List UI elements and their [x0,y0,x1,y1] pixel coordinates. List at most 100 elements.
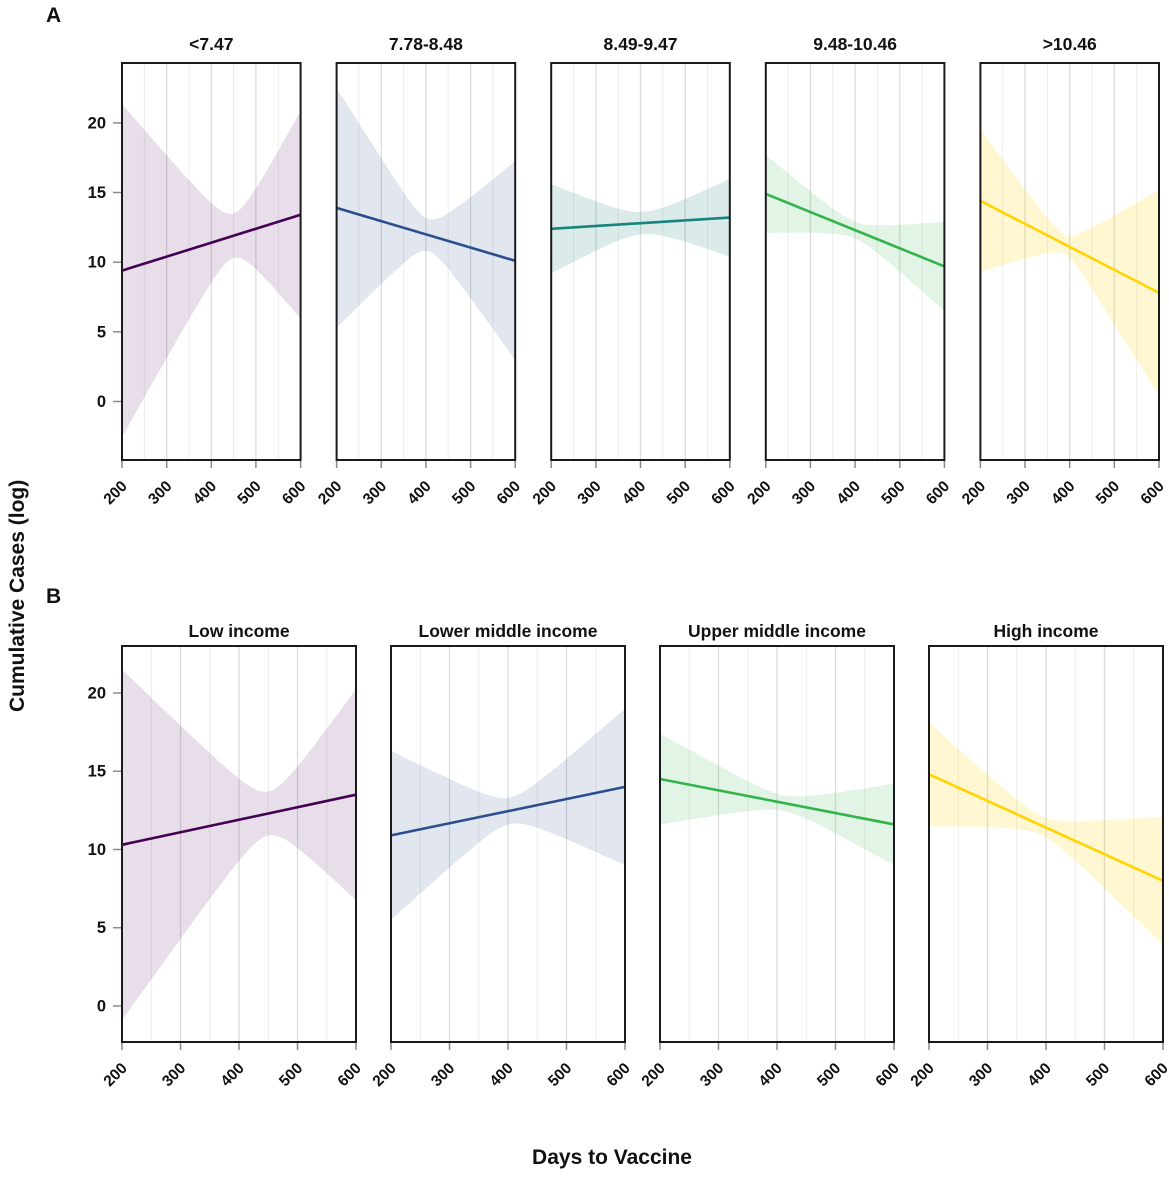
x-tick-label: 200 [744,478,774,508]
x-tick-label: 500 [664,478,694,508]
fit-line [121,213,301,272]
x-tick-label: 200 [908,1060,938,1090]
x-tick-label: 300 [697,1060,727,1090]
x-tick-label: 600 [1142,1060,1169,1090]
x-tick-label: 200 [315,478,345,508]
panel-border [979,62,1161,461]
confidence-band [929,722,1163,945]
y-tick-label: 15 [88,184,106,202]
facet-panel: 200 300 400 500 600 Upper middle income [639,621,903,1090]
x-tick-label: 600 [873,1060,903,1090]
facet-title: Lower middle income [419,621,598,641]
x-tick-label: 400 [834,478,864,508]
x-tick-label: 300 [159,1060,189,1090]
x-tick-label: 400 [404,478,434,508]
facet-panel: 200 300 400 500 600 Lower middle income [370,621,634,1090]
confidence-band [551,178,730,274]
panel-border [550,62,731,461]
panel-border [390,645,626,1043]
x-tick-label: 200 [639,1060,669,1090]
x-tick-label: 200 [370,1060,400,1090]
x-tick-label: 500 [449,478,479,508]
x-tick-label: 500 [234,478,264,508]
panel-border [335,62,517,461]
fit-line [390,785,626,837]
x-tick-label: 400 [218,1060,248,1090]
x-tick-label: 500 [1083,1060,1113,1090]
y-tick-label: 10 [88,254,106,272]
fit-line [121,793,357,847]
x-tick-label: 300 [1004,478,1034,508]
x-tick-label: 500 [878,478,908,508]
panel-border [764,62,946,461]
fit-line [551,216,730,231]
x-tick-label: 300 [428,1060,458,1090]
facet-title: 8.49-9.47 [604,34,678,54]
x-tick-label: 200 [530,478,560,508]
x-tick-label: 600 [335,1060,365,1090]
x-tick-label: 400 [619,478,649,508]
figure-label-b: B [46,585,62,608]
panel-border [928,645,1164,1043]
confidence-band [980,129,1159,396]
facet-panel: 200 300 400 500 600 9.48-10.46 [744,34,953,508]
x-tick-label: 600 [604,1060,634,1090]
figure-label-a: A [46,4,62,27]
confidence-band [765,154,945,311]
fit-line [336,206,516,263]
confidence-band [336,88,516,361]
x-tick-label: 200 [101,1060,131,1090]
panel-border [121,62,302,461]
x-tick-label: 600 [1138,478,1168,508]
x-tick-label: 600 [923,478,953,508]
x-tick-label: 300 [360,478,390,508]
facet-panel: 200 300 400 500 600 7.78-8.48 [315,34,524,508]
x-tick-label: 300 [966,1060,996,1090]
x-tick-label: 600 [708,478,738,508]
y-tick-label: 5 [97,919,106,937]
panel-border [121,645,357,1043]
facet-panel: 200 300 400 500 600 Low income [101,621,365,1090]
x-tick-label: 600 [494,478,524,508]
y-axis-label: Cumulative Cases (log) [6,479,29,712]
y-tick-label: 20 [88,114,106,132]
confidence-band [122,669,356,1021]
x-tick-label: 500 [276,1060,306,1090]
x-tick-label: 400 [487,1060,517,1090]
x-tick-label: 500 [1093,478,1123,508]
x-tick-label: 300 [145,478,175,508]
x-tick-label: 400 [1025,1060,1055,1090]
x-tick-label: 500 [545,1060,575,1090]
confidence-band [660,733,894,866]
x-tick-label: 500 [814,1060,844,1090]
facet-title: <7.47 [189,34,233,54]
fit-line [765,192,945,268]
facet-title: High income [993,621,1098,641]
y-tick-label: 0 [97,393,106,411]
x-tick-label: 300 [574,478,604,508]
fit-line [659,777,895,826]
facet-panel: 200 300 400 500 600 High income [908,621,1169,1090]
confidence-band [122,104,301,437]
y-tick-label: 0 [97,998,106,1016]
confidence-band [391,708,625,920]
y-tick-label: 5 [97,323,106,341]
x-tick-label: 600 [279,478,309,508]
facet-title: 9.48-10.46 [813,34,897,54]
facet-panel: 200 300 400 500 600 8.49-9.47 [530,34,739,508]
facet-title: Low income [188,621,289,641]
facet-panel: 200 300 400 500 600 <7.47 [101,34,310,508]
x-tick-label: 200 [959,478,989,508]
facet-panel: 200 300 400 500 600 >10.46 [959,34,1168,508]
facet-title: Upper middle income [688,621,866,641]
x-tick-label: 400 [1048,478,1078,508]
y-tick-label: 15 [88,763,106,781]
fit-line [979,199,1160,294]
facet-title: 7.78-8.48 [389,34,463,54]
facet-title: >10.46 [1043,34,1097,54]
y-tick-label: 20 [88,685,106,703]
